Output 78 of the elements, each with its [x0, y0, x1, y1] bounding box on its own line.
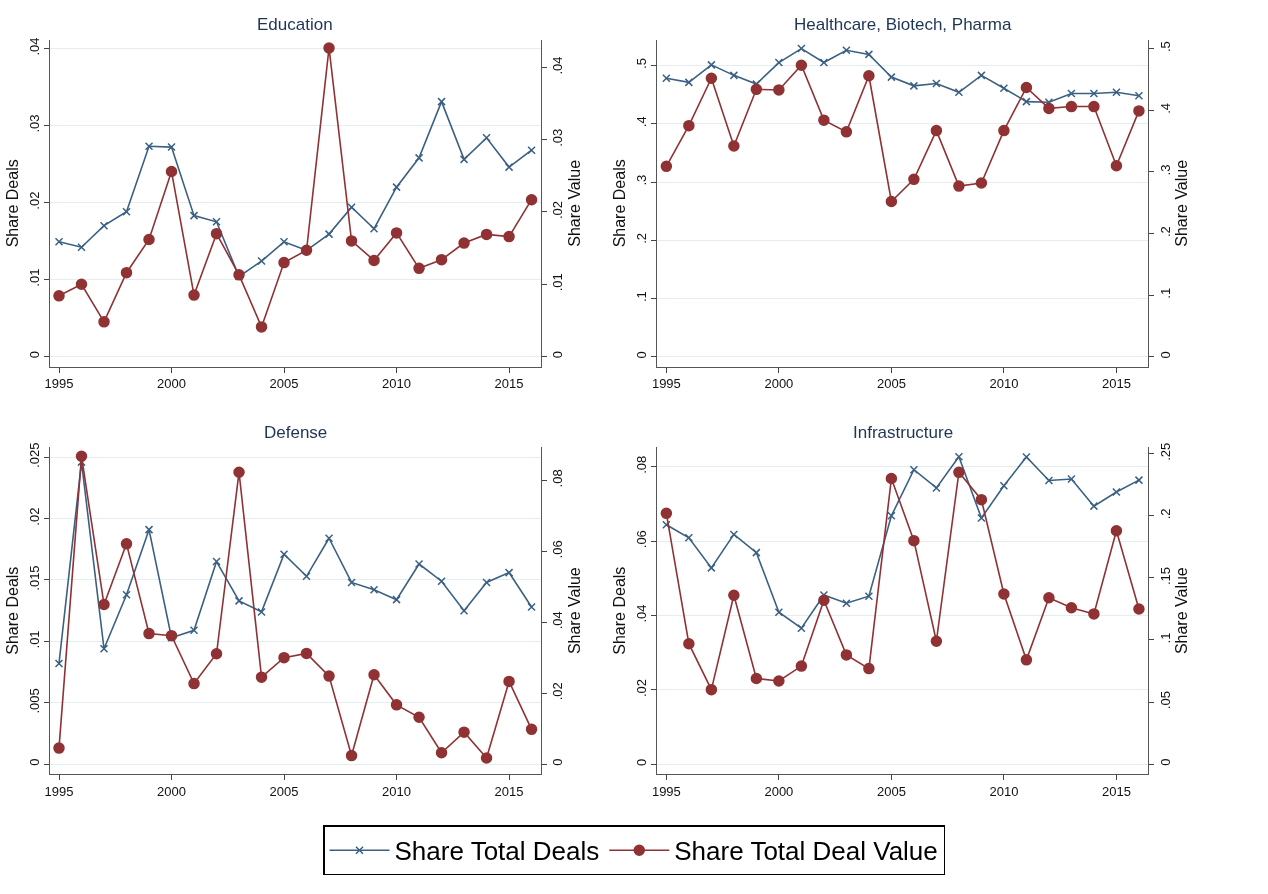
y2-tick-label: .1 [1157, 632, 1173, 644]
x-tick-label: 2010 [382, 783, 411, 799]
y2-tick-label: 0 [1157, 758, 1173, 766]
y2-tick-label: .05 [1157, 691, 1173, 710]
y2-axis-title: Share Value [1173, 159, 1191, 247]
y-tick-label: .2 [634, 232, 650, 244]
y2-tick-label: .2 [1157, 508, 1173, 520]
y2-tick-label: .08 [550, 469, 566, 488]
y-axis-title: Share Deals [611, 566, 629, 655]
y-tick-label: .005 [26, 688, 42, 714]
y2-tick-label: .04 [550, 56, 566, 75]
y2-tick-label: .04 [550, 611, 566, 630]
x-tick-label: 2015 [1101, 783, 1131, 799]
x-tick-label: 2000 [764, 376, 794, 392]
y2-axis-title: Share Value [565, 567, 583, 655]
y2-tick-label: .3 [1157, 164, 1173, 176]
y2-tick-label: .2 [1157, 226, 1173, 238]
x-tick-label: 1995 [651, 376, 681, 392]
chart-title: Defense [264, 423, 328, 442]
x-tick-label: 2005 [876, 376, 906, 392]
y-tick-label: .02 [634, 678, 650, 698]
y2-tick-label: 0 [550, 758, 566, 766]
x-tick-label: 2000 [157, 376, 186, 392]
y-tick-label: 0 [634, 351, 650, 359]
y-tick-label: .4 [634, 116, 650, 128]
y2-tick-label: .5 [1157, 41, 1173, 53]
y-tick-label: 0 [634, 758, 650, 766]
x-tick-label: 2015 [494, 783, 524, 799]
y-tick-label: .5 [634, 58, 650, 69]
x-tick-label: 1995 [44, 376, 74, 392]
x-tick-label: 2010 [382, 376, 411, 392]
y-axis-title: Share Deals [611, 159, 629, 248]
y2-tick-label: .01 [550, 273, 566, 292]
x-tick-label: 2005 [269, 376, 299, 392]
y-axis-title: Share Deals [3, 159, 21, 248]
x-tick-label: 2000 [157, 783, 186, 799]
y-tick-label: .02 [26, 507, 42, 526]
y-tick-label: 0 [26, 351, 42, 359]
y2-tick-label: .1 [1157, 287, 1173, 299]
x-tick-label: 2015 [1101, 376, 1131, 392]
y2-tick-label: .4 [1157, 102, 1173, 114]
y2-tick-label: .25 [1157, 442, 1173, 461]
y-tick-label: .04 [26, 37, 42, 56]
y-axis-title: Share Deals [3, 566, 21, 655]
y-tick-label: .01 [26, 268, 42, 287]
y2-tick-label: .15 [1157, 566, 1173, 585]
y-tick-label: .1 [634, 291, 650, 303]
y2-tick-label: 0 [550, 350, 566, 359]
y-tick-label: .3 [634, 174, 650, 186]
x-tick-label: 2005 [876, 783, 906, 799]
chart-title: Education [257, 15, 333, 34]
y2-tick-label: .06 [550, 540, 566, 559]
y2-axis-title: Share Value [565, 159, 583, 247]
x-tick-label: 1995 [44, 783, 74, 799]
y-tick-label: .03 [26, 114, 42, 133]
chart-title: Infrastructure [853, 423, 954, 442]
x-tick-label: 1995 [651, 783, 681, 799]
x-tick-label: 2015 [494, 376, 524, 392]
legend-label: Share Total Deals [394, 836, 600, 867]
x-tick-label: 2000 [764, 783, 794, 799]
y-tick-label: .06 [634, 530, 650, 549]
y-tick-label: .015 [26, 565, 42, 591]
chart-title: Healthcare, Biotech, Pharma [794, 15, 1012, 34]
y-tick-label: .04 [634, 604, 650, 623]
y2-tick-label: .03 [550, 128, 566, 147]
x-tick-label: 2010 [989, 376, 1019, 392]
legend-label: Share Total Deal Value [674, 836, 938, 867]
y-tick-label: .02 [26, 191, 42, 210]
y-tick-label: .025 [26, 442, 42, 468]
x-tick-label: 2010 [989, 783, 1019, 799]
y2-tick-label: .02 [550, 682, 566, 701]
x-tick-label: 2005 [269, 783, 299, 799]
y-tick-label: .08 [634, 455, 650, 474]
y2-tick-label: .02 [550, 201, 566, 220]
y2-tick-label: 0 [1157, 351, 1173, 359]
y-tick-label: .01 [26, 630, 42, 649]
y-tick-label: 0 [26, 758, 42, 766]
y2-axis-title: Share Value [1173, 567, 1191, 655]
